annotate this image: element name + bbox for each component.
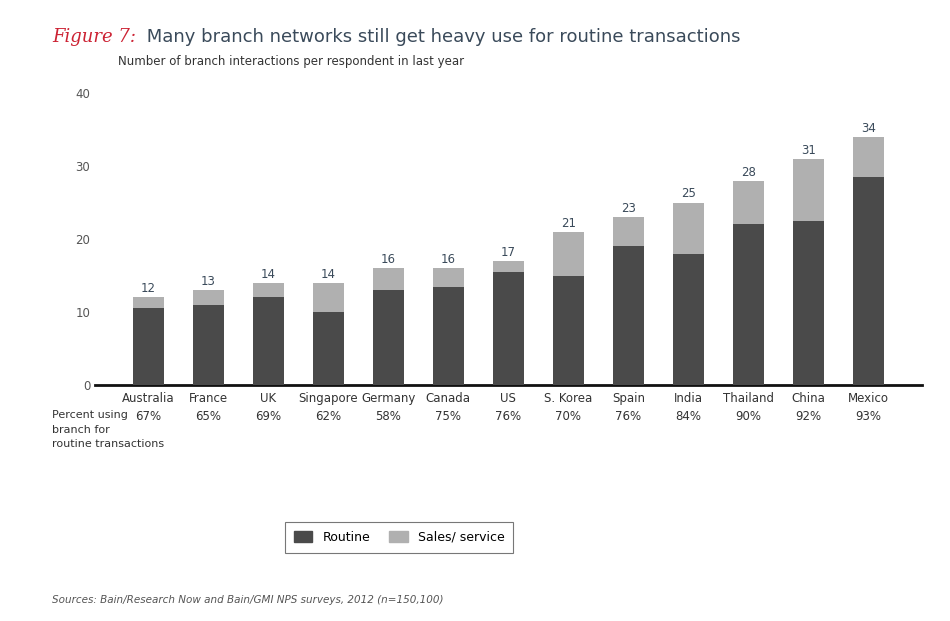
- Bar: [372, 290, 404, 385]
- Bar: [853, 177, 884, 385]
- Bar: [732, 224, 764, 385]
- Text: Sources: Bain/Research Now and Bain/GMI NPS surveys, 2012 (n=150,100): Sources: Bain/Research Now and Bain/GMI …: [52, 596, 444, 605]
- Bar: [853, 137, 884, 177]
- Text: 21: 21: [560, 217, 576, 230]
- Text: 90%: 90%: [735, 410, 761, 423]
- Text: 23: 23: [621, 202, 636, 215]
- Text: 13: 13: [200, 275, 216, 288]
- Text: Figure 7:: Figure 7:: [52, 28, 136, 46]
- Text: 67%: 67%: [135, 410, 162, 423]
- Text: Number of branch interactions per respondent in last year: Number of branch interactions per respon…: [118, 55, 465, 68]
- Bar: [553, 276, 584, 385]
- Text: 84%: 84%: [675, 410, 701, 423]
- Bar: [253, 297, 284, 385]
- Text: Percent using
branch for
routine transactions: Percent using branch for routine transac…: [52, 410, 164, 450]
- Bar: [253, 283, 284, 297]
- Bar: [372, 268, 404, 290]
- Bar: [613, 217, 644, 247]
- Text: 76%: 76%: [616, 410, 641, 423]
- Bar: [493, 272, 523, 385]
- Bar: [432, 268, 464, 286]
- Text: 75%: 75%: [435, 410, 462, 423]
- Bar: [673, 253, 704, 385]
- Text: 16: 16: [381, 253, 396, 266]
- Text: 58%: 58%: [375, 410, 401, 423]
- Text: 12: 12: [141, 283, 156, 295]
- Bar: [493, 261, 523, 272]
- Text: 14: 14: [260, 268, 276, 281]
- Text: 34: 34: [861, 122, 876, 135]
- Text: 62%: 62%: [315, 410, 341, 423]
- Text: 93%: 93%: [855, 410, 882, 423]
- Bar: [613, 247, 644, 385]
- Bar: [133, 297, 163, 309]
- Bar: [313, 283, 344, 312]
- Bar: [432, 286, 464, 385]
- Bar: [792, 159, 824, 221]
- Bar: [792, 221, 824, 385]
- Text: 76%: 76%: [495, 410, 522, 423]
- Bar: [313, 312, 344, 385]
- Bar: [193, 305, 224, 385]
- Text: Many branch networks still get heavy use for routine transactions: Many branch networks still get heavy use…: [141, 28, 740, 46]
- Text: 14: 14: [321, 268, 335, 281]
- Text: 69%: 69%: [256, 410, 281, 423]
- Bar: [553, 232, 584, 276]
- Bar: [193, 290, 224, 305]
- Bar: [133, 309, 163, 385]
- Text: 92%: 92%: [795, 410, 822, 423]
- Text: 16: 16: [441, 253, 456, 266]
- Text: 17: 17: [501, 246, 516, 259]
- Legend: Routine, Sales/ service: Routine, Sales/ service: [285, 522, 513, 553]
- Bar: [673, 202, 704, 253]
- Text: 28: 28: [741, 166, 756, 178]
- Bar: [732, 181, 764, 224]
- Text: 65%: 65%: [195, 410, 221, 423]
- Text: 25: 25: [681, 188, 695, 201]
- Text: 31: 31: [801, 143, 816, 156]
- Text: 70%: 70%: [555, 410, 581, 423]
